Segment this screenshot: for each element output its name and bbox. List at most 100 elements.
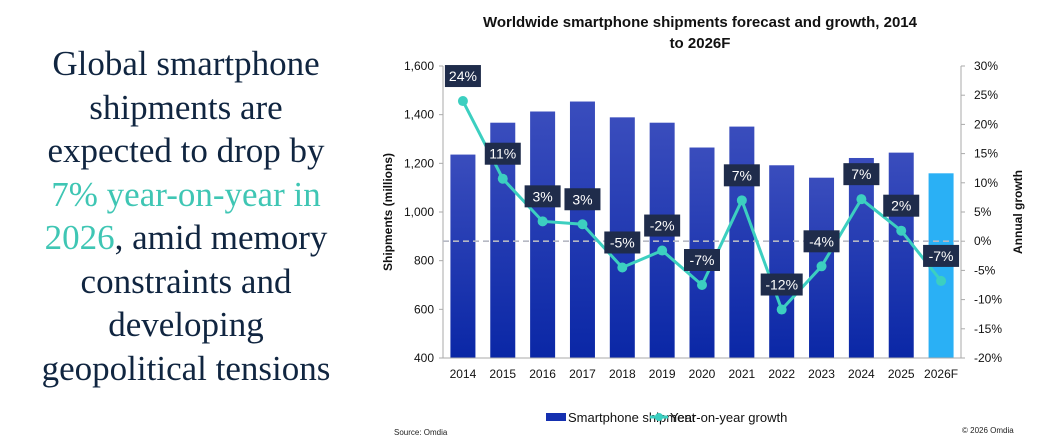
data-label: -7% xyxy=(929,248,954,264)
y2-tick-label: 20% xyxy=(974,117,998,131)
y2-tick-label: 30% xyxy=(974,59,998,73)
bar-2019 xyxy=(649,122,675,359)
y-tick-label: 1,600 xyxy=(404,59,434,73)
x-tick-label: 2020 xyxy=(689,367,716,381)
data-label: 3% xyxy=(572,191,592,207)
y2-tick-label: 0% xyxy=(974,234,992,248)
data-label: 11% xyxy=(489,146,516,162)
x-tick-label: 2017 xyxy=(569,367,596,381)
data-label: -7% xyxy=(690,252,715,268)
data-label: 3% xyxy=(532,188,552,204)
x-tick-label: 2021 xyxy=(728,367,755,381)
y-tick-label: 800 xyxy=(414,254,434,268)
data-label-box xyxy=(644,214,681,237)
data-label: -12% xyxy=(765,277,798,293)
legend-swatch-marker xyxy=(655,413,663,421)
y-tick-label: 400 xyxy=(414,351,434,365)
headline-line: geopolitical tensions xyxy=(41,348,331,388)
bar-2025 xyxy=(888,152,914,358)
growth-point-2026F xyxy=(936,275,947,286)
headline-after-accent: , amid memory xyxy=(114,218,328,257)
bar-2022 xyxy=(769,165,795,358)
headline-line: Global smartphone xyxy=(52,44,320,83)
data-label-box xyxy=(923,244,960,267)
headline-line: shipments are xyxy=(89,87,283,127)
y2-tick-label: -15% xyxy=(974,322,1002,336)
growth-point-2017 xyxy=(577,219,588,230)
bar-2021 xyxy=(729,126,755,358)
x-tick-label: 2018 xyxy=(609,367,636,381)
y-tick-label: 1,000 xyxy=(404,205,434,219)
x-tick-label: 2019 xyxy=(649,367,676,381)
growth-point-2022 xyxy=(776,304,787,315)
y2-axis-label: Annual growth xyxy=(1011,170,1025,254)
data-label-box xyxy=(843,163,880,186)
data-label-box xyxy=(883,194,920,217)
growth-point-2015 xyxy=(497,173,508,184)
legend: Smartphone shipment Year-on-year growth xyxy=(546,410,787,425)
headline-line: constraints and xyxy=(80,261,292,301)
headline-line: expected to drop by xyxy=(47,131,325,170)
growth-point-2016 xyxy=(537,216,548,227)
headline-accent-year: 2026 xyxy=(44,218,115,257)
bar-2016 xyxy=(530,111,556,359)
x-tick-label: 2025 xyxy=(888,367,915,381)
data-label-box xyxy=(803,230,840,253)
growth-point-2025 xyxy=(896,225,907,236)
data-label: 7% xyxy=(851,166,871,182)
headline-accent-line: 7% year-on-year in xyxy=(51,174,321,214)
x-tick-label: 2024 xyxy=(848,367,875,381)
growth-point-2023 xyxy=(816,261,827,272)
headline-line: 2026, amid memory xyxy=(0,216,372,260)
bar-2014 xyxy=(450,154,476,358)
y2-tick-label: 5% xyxy=(974,205,992,219)
headline: Global smartphone shipments are expected… xyxy=(0,42,372,390)
headline-line: developing xyxy=(108,305,264,344)
x-tick-label: 2016 xyxy=(529,367,556,381)
growth-point-2014 xyxy=(457,96,468,107)
legend-label-bar: Smartphone shipment xyxy=(568,410,696,425)
y2-tick-label: -20% xyxy=(974,351,1002,365)
x-tick-label: 2014 xyxy=(450,367,477,381)
growth-point-2021 xyxy=(736,195,747,206)
data-label-box xyxy=(760,273,803,296)
data-label-box xyxy=(684,249,720,271)
y2-tick-label: -5% xyxy=(974,263,996,277)
data-label: -2% xyxy=(650,218,675,234)
x-tick-label: 2023 xyxy=(808,367,835,381)
x-tick-label: 2015 xyxy=(489,367,516,381)
y2-tick-label: 25% xyxy=(974,88,998,102)
bar-2024 xyxy=(848,157,874,358)
data-label-box xyxy=(444,65,481,88)
data-label-box xyxy=(604,231,641,254)
x-tick-label: 2026F xyxy=(924,367,958,381)
data-label: -5% xyxy=(610,234,635,250)
bar-2017 xyxy=(569,101,595,358)
chart-title-line-1: Worldwide smartphone shipments forecast … xyxy=(483,14,918,31)
legend-swatch-bar xyxy=(546,413,566,421)
data-label-box xyxy=(723,164,760,187)
y2-tick-label: -10% xyxy=(974,293,1002,307)
copyright-note: © 2026 Omdia xyxy=(962,426,1014,435)
y-tick-label: 600 xyxy=(414,302,434,316)
data-label-box xyxy=(564,188,601,211)
data-label: -4% xyxy=(809,233,834,249)
growth-point-2024 xyxy=(856,194,867,205)
legend-label-line: Year-on-year growth xyxy=(670,410,787,425)
growth-point-2018 xyxy=(617,262,628,273)
growth-point-2020 xyxy=(697,280,707,290)
data-label-box xyxy=(524,185,561,208)
chart-title-line-2: to 2026F xyxy=(670,35,731,52)
x-tick-label: 2022 xyxy=(768,367,795,381)
y2-tick-label: 10% xyxy=(974,176,998,190)
data-label-box xyxy=(484,142,521,165)
y-tick-label: 1,400 xyxy=(404,108,434,122)
data-label: 7% xyxy=(732,167,752,183)
growth-point-2019 xyxy=(657,245,668,256)
data-label: 2% xyxy=(891,198,911,214)
y2-tick-label: 15% xyxy=(974,147,998,161)
source-note: Source: Omdia xyxy=(394,428,448,437)
data-label: 24% xyxy=(449,68,477,84)
y-axis-label: Shipments (millions) xyxy=(381,153,395,271)
